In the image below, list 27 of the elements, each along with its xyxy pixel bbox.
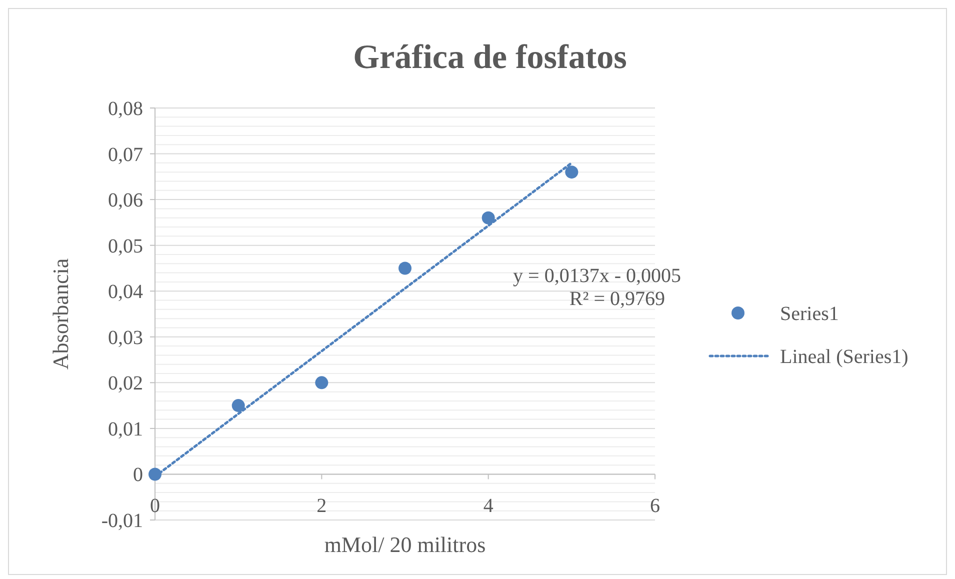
x-tick-label: 2: [316, 495, 327, 518]
y-tick-label: 0,02: [108, 372, 143, 395]
y-tick-label: 0,03: [108, 326, 143, 349]
y-tick-label: 0,08: [108, 98, 143, 120]
chart-title: Gráfica de fosfatos: [353, 39, 627, 76]
legend-label: Lineal (Series1): [780, 346, 908, 368]
point: [315, 376, 328, 390]
y-tick-label: 0,07: [108, 144, 143, 166]
x-axis-title: mMol/ 20 militros: [324, 532, 486, 557]
y-axis-title: Absorbancia: [48, 258, 73, 370]
point: [565, 166, 578, 179]
point: [232, 399, 245, 412]
x-tick-label: 0: [150, 495, 160, 518]
x-tick-label: 6: [650, 495, 660, 518]
y-tick-label: 0,01: [108, 418, 143, 440]
annotation: R² = 0,9769: [569, 288, 665, 310]
y-tick-label: 0,05: [108, 235, 143, 258]
y-tick-label: 0: [133, 464, 143, 486]
annotation: y = 0,0137x - 0,0005: [513, 265, 681, 287]
legend-label: Series1: [780, 303, 839, 325]
point: [148, 468, 162, 481]
y-tick-label: -0,01: [101, 510, 143, 532]
x-tick-label: 4: [483, 495, 494, 518]
point: [398, 262, 412, 275]
y-tick-label: 0,04: [108, 281, 143, 304]
y-tick-label: 0,06: [108, 190, 143, 212]
point: [482, 211, 495, 224]
